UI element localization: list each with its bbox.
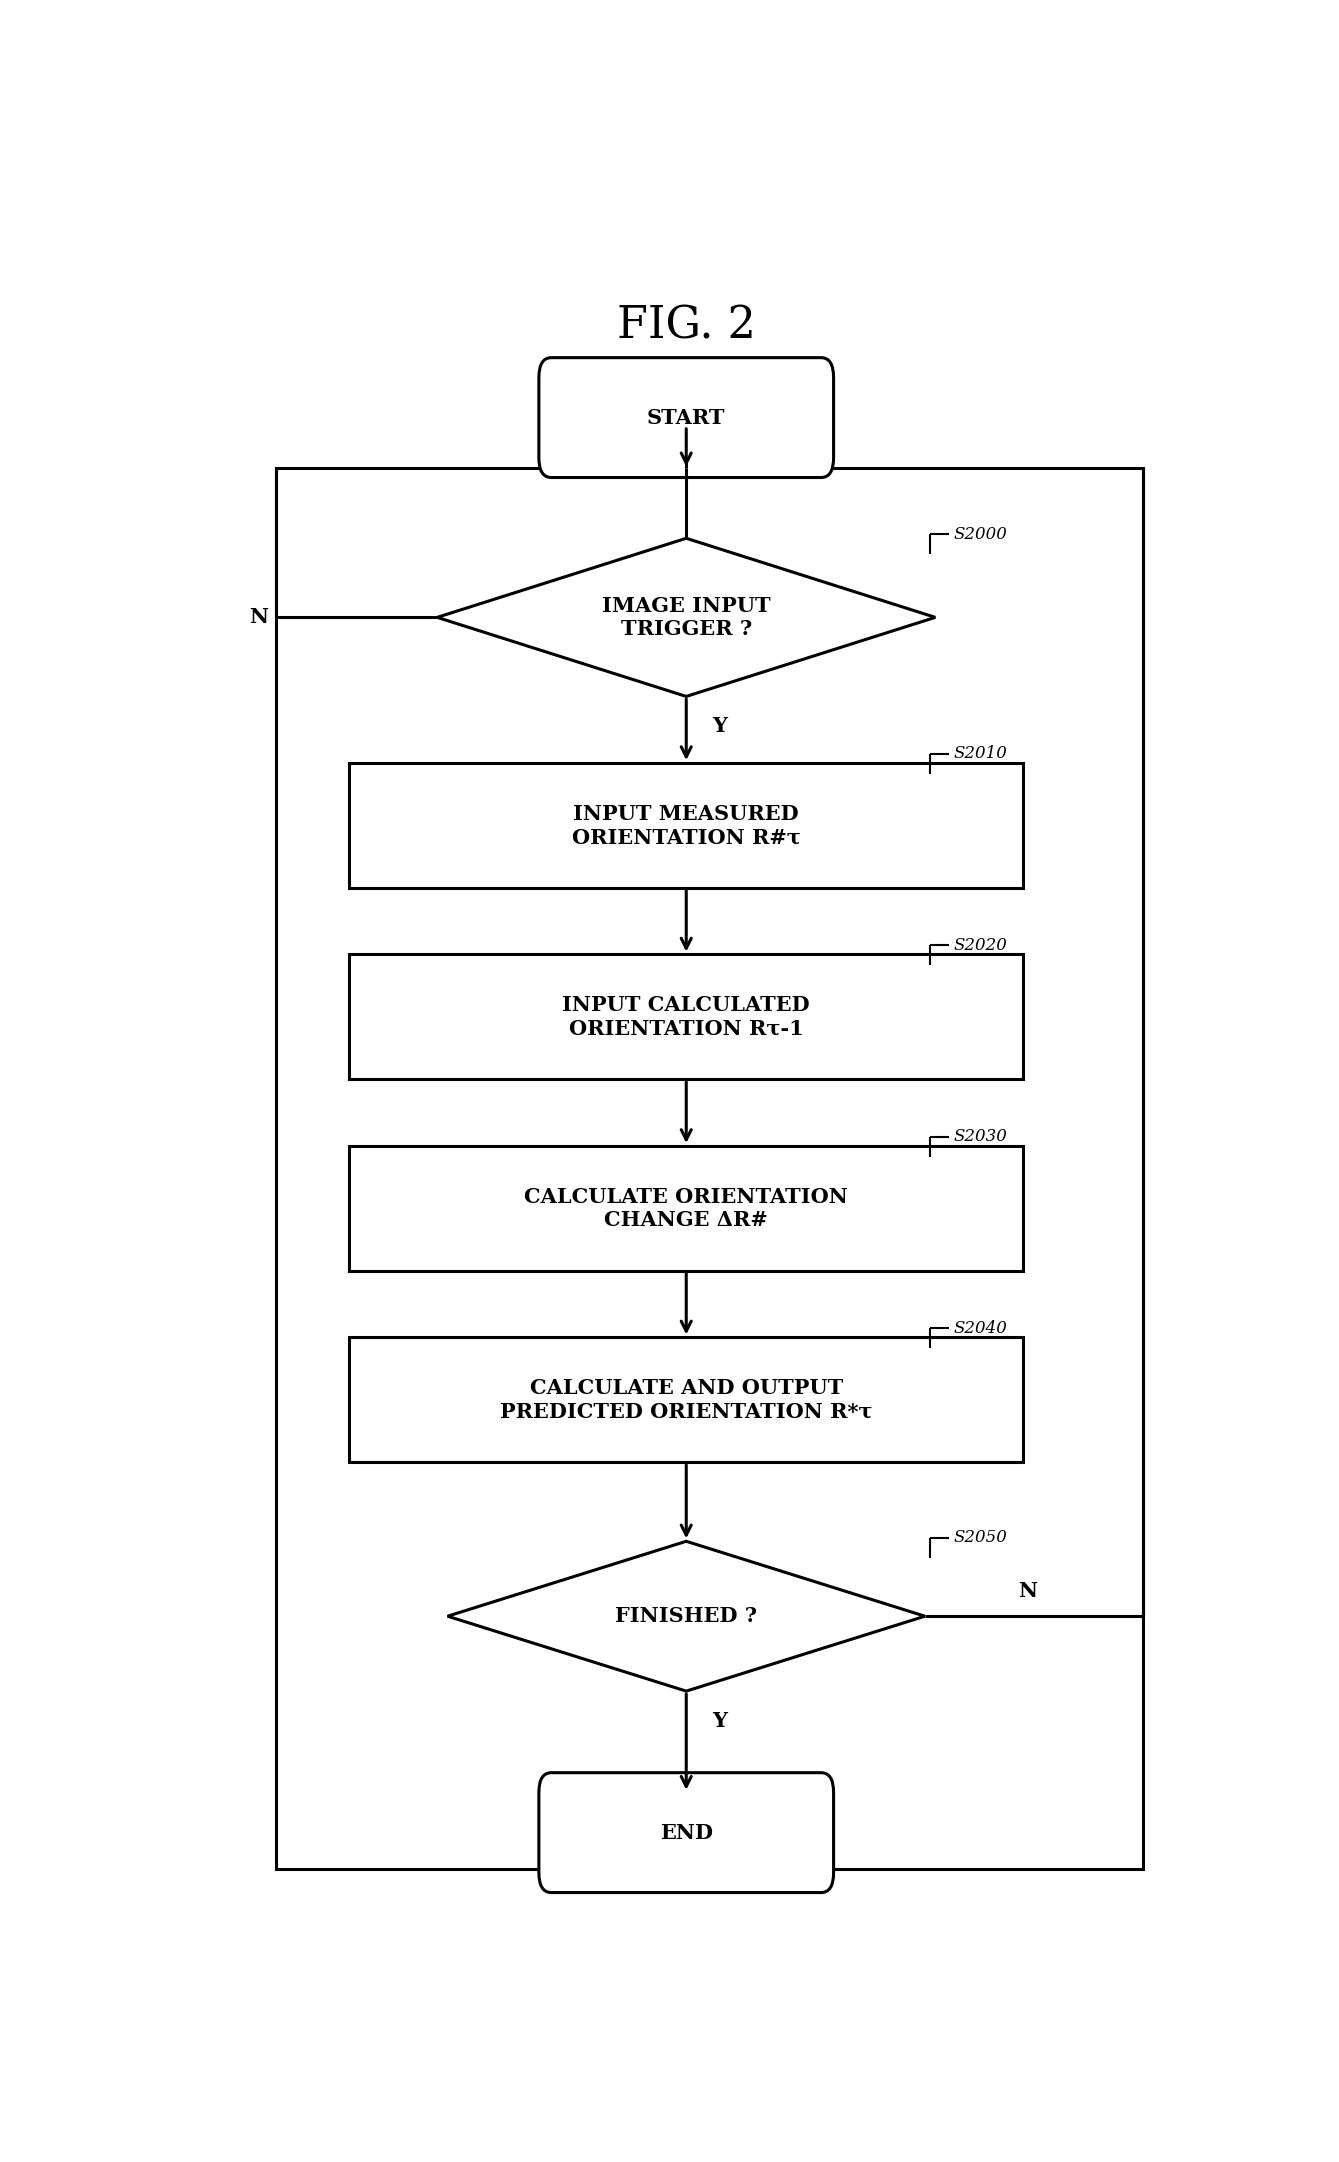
Text: CALCULATE AND OUTPUT
PREDICTED ORIENTATION R*τ: CALCULATE AND OUTPUT PREDICTED ORIENTATI… bbox=[499, 1377, 873, 1420]
Text: S2050: S2050 bbox=[953, 1529, 1008, 1546]
Text: INPUT MEASURED
ORIENTATION R#τ: INPUT MEASURED ORIENTATION R#τ bbox=[572, 804, 801, 848]
Text: FINISHED ?: FINISHED ? bbox=[615, 1606, 758, 1626]
Text: Y: Y bbox=[712, 716, 727, 737]
Text: INPUT CALCULATED
ORIENTATION Rτ-1: INPUT CALCULATED ORIENTATION Rτ-1 bbox=[562, 995, 810, 1038]
Bar bbox=[349, 1338, 1023, 1462]
Text: IMAGE INPUT
TRIGGER ?: IMAGE INPUT TRIGGER ? bbox=[603, 597, 770, 640]
FancyBboxPatch shape bbox=[538, 357, 834, 478]
Bar bbox=[276, 467, 1144, 1870]
Text: S2020: S2020 bbox=[953, 936, 1008, 953]
Bar bbox=[349, 953, 1023, 1079]
Text: N: N bbox=[249, 608, 268, 627]
Text: N: N bbox=[1019, 1580, 1038, 1602]
Polygon shape bbox=[447, 1542, 925, 1691]
Text: CALCULATE ORIENTATION
CHANGE ΔR#: CALCULATE ORIENTATION CHANGE ΔR# bbox=[525, 1187, 848, 1230]
Bar bbox=[349, 763, 1023, 889]
Bar bbox=[349, 1146, 1023, 1271]
Text: S2030: S2030 bbox=[953, 1129, 1008, 1146]
Text: FIG. 2: FIG. 2 bbox=[617, 305, 755, 348]
Text: S2040: S2040 bbox=[953, 1319, 1008, 1336]
Text: Y: Y bbox=[712, 1710, 727, 1732]
Text: S2000: S2000 bbox=[953, 525, 1008, 543]
Text: END: END bbox=[660, 1823, 712, 1842]
FancyBboxPatch shape bbox=[538, 1773, 834, 1892]
Text: START: START bbox=[647, 409, 726, 428]
Polygon shape bbox=[438, 538, 936, 696]
Text: S2010: S2010 bbox=[953, 746, 1008, 763]
